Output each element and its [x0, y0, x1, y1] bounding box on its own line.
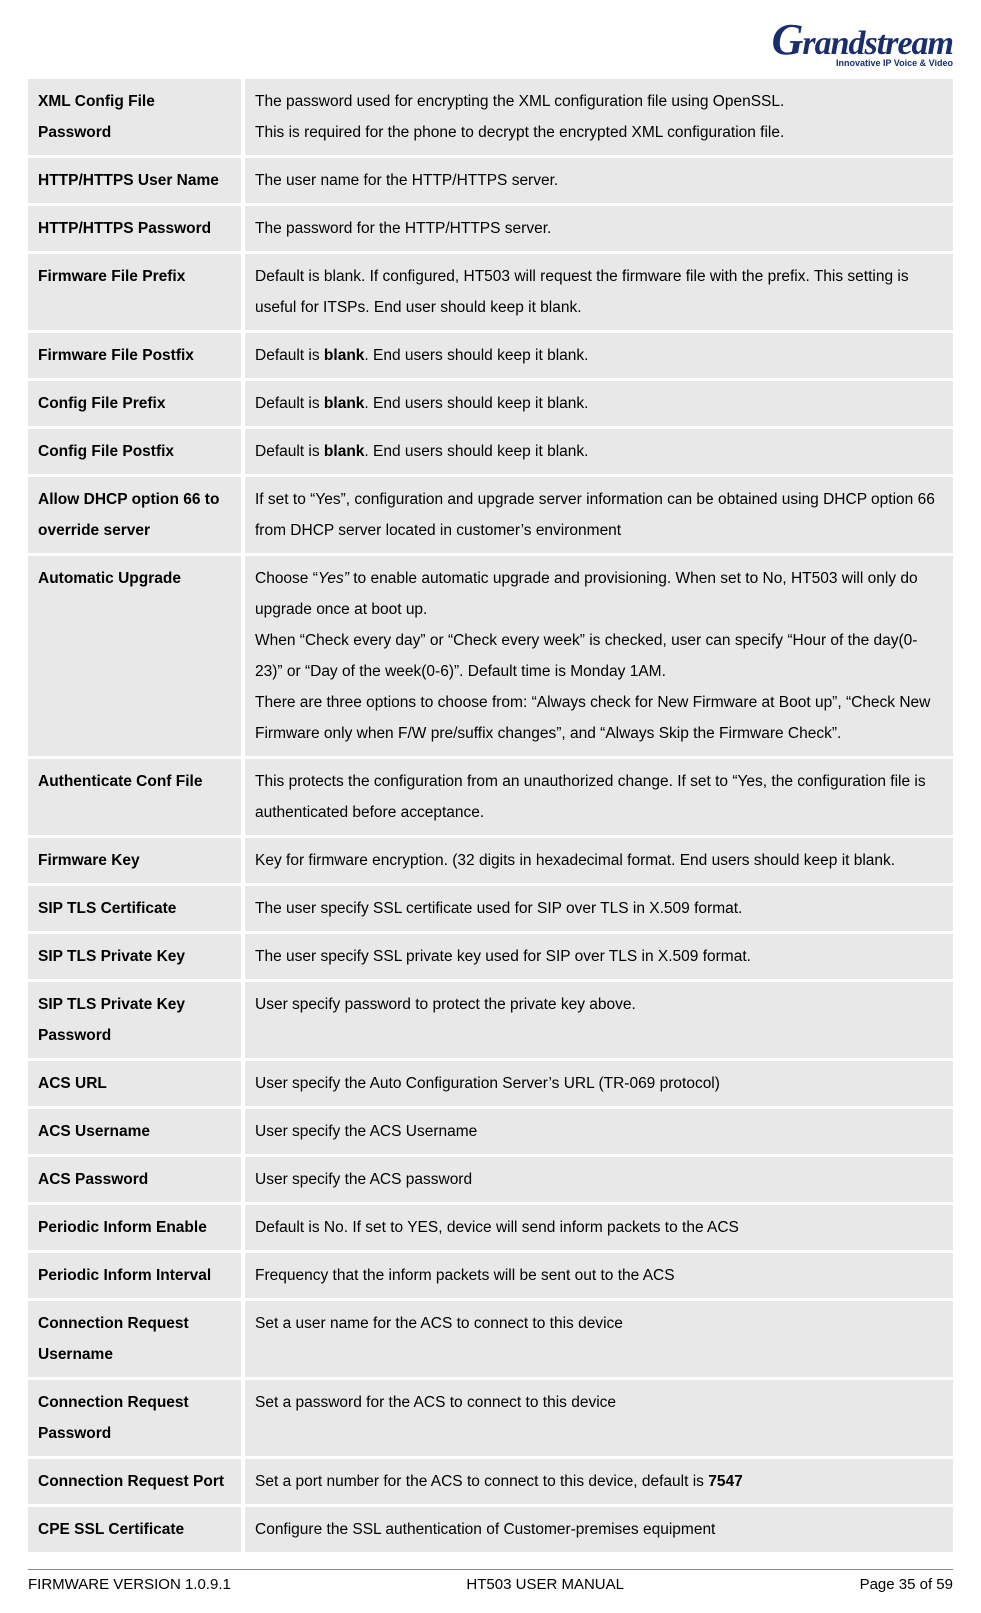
setting-name: Allow DHCP option 66 to override server	[28, 475, 243, 554]
setting-name: ACS Username	[28, 1107, 243, 1155]
setting-name: Firmware File Postfix	[28, 331, 243, 379]
setting-name: XML Config File Password	[28, 79, 243, 157]
setting-description: The user name for the HTTP/HTTPS server.	[243, 156, 953, 204]
setting-name: Firmware Key	[28, 836, 243, 884]
table-row: Connection Request PortSet a port number…	[28, 1457, 953, 1505]
setting-name: Periodic Inform Interval	[28, 1251, 243, 1299]
setting-name: Config File Prefix	[28, 379, 243, 427]
table-row: Periodic Inform IntervalFrequency that t…	[28, 1251, 953, 1299]
page: Grandstream Innovative IP Voice & Video …	[0, 0, 981, 1613]
setting-description: Default is No. If set to YES, device wil…	[243, 1203, 953, 1251]
table-row: Connection Request PasswordSet a passwor…	[28, 1378, 953, 1457]
setting-name: Connection Request Username	[28, 1299, 243, 1378]
table-row: SIP TLS Private Key PasswordUser specify…	[28, 980, 953, 1059]
table-row: XML Config File PasswordThe password use…	[28, 79, 953, 157]
logo-brand-text: randstream	[802, 25, 953, 62]
setting-name: SIP TLS Private Key Password	[28, 980, 243, 1059]
setting-description: The password used for encrypting the XML…	[243, 79, 953, 157]
setting-name: CPE SSL Certificate	[28, 1505, 243, 1553]
setting-name: Config File Postfix	[28, 427, 243, 475]
setting-description: Set a port number for the ACS to connect…	[243, 1457, 953, 1505]
setting-description: Configure the SSL authentication of Cust…	[243, 1505, 953, 1553]
setting-name: Connection Request Port	[28, 1457, 243, 1505]
setting-description: This protects the configuration from an …	[243, 757, 953, 836]
table-row: ACS PasswordUser specify the ACS passwor…	[28, 1155, 953, 1203]
table-row: HTTP/HTTPS User NameThe user name for th…	[28, 156, 953, 204]
setting-description: If set to “Yes”, configuration and upgra…	[243, 475, 953, 554]
table-row: CPE SSL CertificateConfigure the SSL aut…	[28, 1505, 953, 1553]
table-row: ACS URLUser specify the Auto Configurati…	[28, 1059, 953, 1107]
setting-name: HTTP/HTTPS Password	[28, 204, 243, 252]
table-row: Automatic UpgradeChoose “Yes” to enable …	[28, 554, 953, 757]
footer: FIRMWARE VERSION 1.0.9.1 HT503 USER MANU…	[28, 1569, 953, 1593]
table-row: Connection Request UsernameSet a user na…	[28, 1299, 953, 1378]
setting-name: Firmware File Prefix	[28, 252, 243, 331]
footer-manual-title: HT503 USER MANUAL	[466, 1576, 624, 1593]
table-row: Authenticate Conf FileThis protects the …	[28, 757, 953, 836]
setting-description: User specify password to protect the pri…	[243, 980, 953, 1059]
setting-description: Default is blank. If configured, HT503 w…	[243, 252, 953, 331]
table-row: HTTP/HTTPS PasswordThe password for the …	[28, 204, 953, 252]
setting-description: User specify the ACS password	[243, 1155, 953, 1203]
setting-description: Set a password for the ACS to connect to…	[243, 1378, 953, 1457]
setting-name: Automatic Upgrade	[28, 554, 243, 757]
table-row: Periodic Inform EnableDefault is No. If …	[28, 1203, 953, 1251]
footer-firmware-version: FIRMWARE VERSION 1.0.9.1	[28, 1576, 231, 1593]
table-row: Firmware File PostfixDefault is blank. E…	[28, 331, 953, 379]
setting-name: Authenticate Conf File	[28, 757, 243, 836]
table-row: Allow DHCP option 66 to override serverI…	[28, 475, 953, 554]
setting-description: Default is blank. End users should keep …	[243, 379, 953, 427]
setting-name: ACS Password	[28, 1155, 243, 1203]
setting-description: The password for the HTTP/HTTPS server.	[243, 204, 953, 252]
table-row: ACS UsernameUser specify the ACS Usernam…	[28, 1107, 953, 1155]
setting-description: The user specify SSL certificate used fo…	[243, 884, 953, 932]
setting-name: Connection Request Password	[28, 1378, 243, 1457]
header: Grandstream Innovative IP Voice & Video	[28, 20, 953, 71]
setting-name: ACS URL	[28, 1059, 243, 1107]
setting-name: SIP TLS Private Key	[28, 932, 243, 980]
setting-description: Default is blank. End users should keep …	[243, 427, 953, 475]
logo-brand: Grandstream	[772, 20, 953, 60]
setting-name: HTTP/HTTPS User Name	[28, 156, 243, 204]
setting-description: User specify the Auto Configuration Serv…	[243, 1059, 953, 1107]
table-row: SIP TLS CertificateThe user specify SSL …	[28, 884, 953, 932]
config-table: XML Config File PasswordThe password use…	[28, 79, 953, 1555]
logo: Grandstream Innovative IP Voice & Video	[772, 20, 953, 68]
table-row: Config File PrefixDefault is blank. End …	[28, 379, 953, 427]
setting-description: Key for firmware encryption. (32 digits …	[243, 836, 953, 884]
table-row: SIP TLS Private KeyThe user specify SSL …	[28, 932, 953, 980]
setting-description: Frequency that the inform packets will b…	[243, 1251, 953, 1299]
setting-description: The user specify SSL private key used fo…	[243, 932, 953, 980]
footer-page-number: Page 35 of 59	[860, 1576, 953, 1593]
setting-description: Set a user name for the ACS to connect t…	[243, 1299, 953, 1378]
table-row: Firmware File PrefixDefault is blank. If…	[28, 252, 953, 331]
setting-description: Choose “Yes” to enable automatic upgrade…	[243, 554, 953, 757]
setting-name: Periodic Inform Enable	[28, 1203, 243, 1251]
setting-description: Default is blank. End users should keep …	[243, 331, 953, 379]
setting-description: User specify the ACS Username	[243, 1107, 953, 1155]
setting-name: SIP TLS Certificate	[28, 884, 243, 932]
table-row: Firmware KeyKey for firmware encryption.…	[28, 836, 953, 884]
table-row: Config File PostfixDefault is blank. End…	[28, 427, 953, 475]
